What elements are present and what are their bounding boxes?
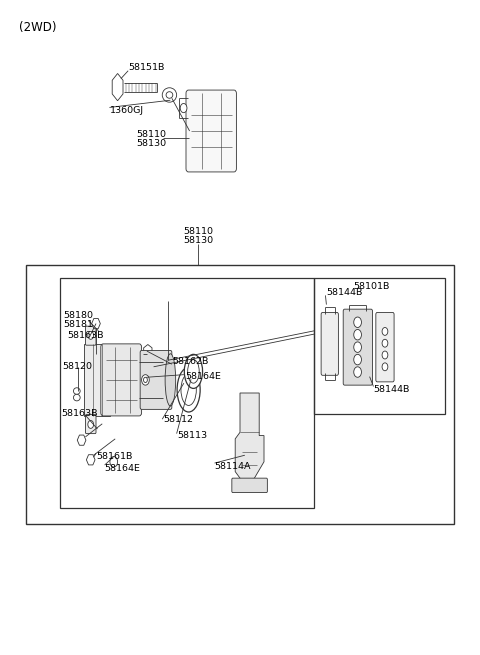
Text: 58144B: 58144B <box>373 385 410 394</box>
Circle shape <box>354 317 361 328</box>
Text: 58181: 58181 <box>63 320 93 329</box>
Polygon shape <box>112 73 123 101</box>
Ellipse shape <box>73 388 80 394</box>
Ellipse shape <box>177 367 200 412</box>
FancyBboxPatch shape <box>376 312 394 382</box>
Ellipse shape <box>184 354 203 388</box>
Circle shape <box>88 331 94 339</box>
Text: 58110: 58110 <box>136 130 166 139</box>
Text: 58114A: 58114A <box>215 462 251 471</box>
Text: 58163B: 58163B <box>61 409 98 419</box>
Bar <box>162 358 168 366</box>
Circle shape <box>103 358 110 367</box>
Circle shape <box>382 351 388 359</box>
Text: 58180: 58180 <box>63 311 93 320</box>
FancyBboxPatch shape <box>101 344 142 416</box>
Ellipse shape <box>165 354 176 406</box>
Circle shape <box>144 377 147 383</box>
FancyBboxPatch shape <box>140 350 172 409</box>
Text: 58120: 58120 <box>62 362 92 371</box>
Circle shape <box>354 342 361 352</box>
Text: 58144B: 58144B <box>326 288 363 297</box>
Circle shape <box>354 354 361 365</box>
Bar <box>60 278 314 508</box>
Bar <box>26 265 454 524</box>
Text: 58113: 58113 <box>178 431 208 440</box>
Text: 58112: 58112 <box>163 415 193 424</box>
Text: (2WD): (2WD) <box>19 21 57 34</box>
Circle shape <box>142 375 149 385</box>
Text: 58164E: 58164E <box>105 464 141 473</box>
Circle shape <box>382 328 388 335</box>
Polygon shape <box>235 393 264 485</box>
Text: 58164E: 58164E <box>185 372 221 381</box>
Circle shape <box>103 393 110 402</box>
FancyBboxPatch shape <box>186 90 236 172</box>
Text: 58151B: 58151B <box>129 63 165 72</box>
Circle shape <box>110 457 118 467</box>
Circle shape <box>382 339 388 347</box>
FancyBboxPatch shape <box>321 312 338 375</box>
Text: 58101B: 58101B <box>353 282 389 291</box>
FancyBboxPatch shape <box>85 415 96 434</box>
FancyBboxPatch shape <box>343 309 372 385</box>
Ellipse shape <box>162 88 177 102</box>
Bar <box>314 278 445 414</box>
Circle shape <box>354 367 361 377</box>
Ellipse shape <box>73 394 80 401</box>
Circle shape <box>180 103 187 113</box>
Ellipse shape <box>166 92 173 98</box>
Ellipse shape <box>188 360 199 383</box>
Polygon shape <box>84 344 110 416</box>
Text: 58110: 58110 <box>183 227 213 236</box>
Circle shape <box>88 421 94 428</box>
Text: 58162B: 58162B <box>172 357 208 366</box>
Bar <box>162 394 168 402</box>
Text: 58130: 58130 <box>183 236 213 245</box>
Text: 1360GJ: 1360GJ <box>109 105 144 115</box>
Ellipse shape <box>181 374 196 405</box>
Circle shape <box>354 329 361 340</box>
Text: 58130: 58130 <box>136 139 166 148</box>
Circle shape <box>382 363 388 371</box>
FancyBboxPatch shape <box>232 478 267 493</box>
Text: 58161B: 58161B <box>96 452 132 461</box>
Text: 58163B: 58163B <box>67 331 104 340</box>
FancyBboxPatch shape <box>85 326 96 345</box>
